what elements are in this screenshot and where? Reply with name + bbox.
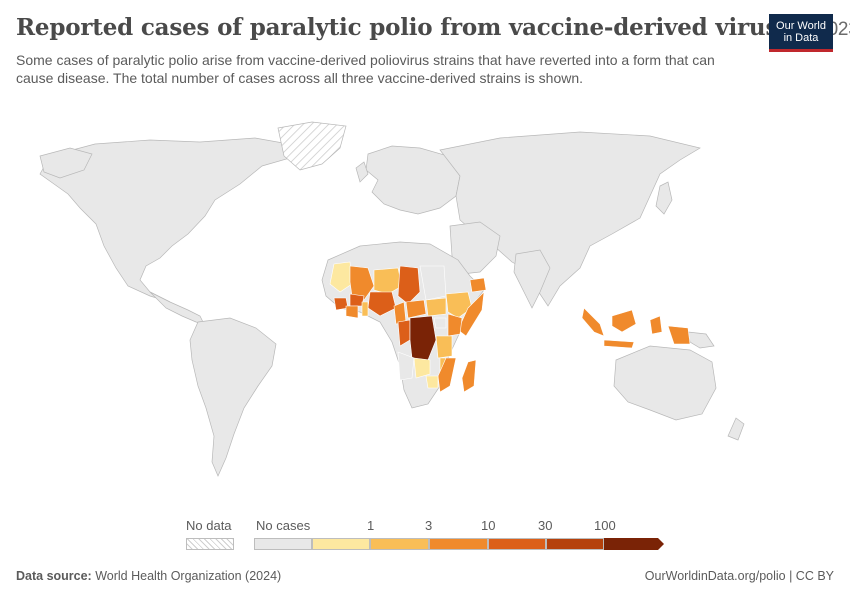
greenland[interactable] xyxy=(277,121,347,171)
data-source: Data source: World Health Organization (… xyxy=(16,569,281,583)
logo-line-1: Our World xyxy=(776,19,826,32)
country-niger[interactable] xyxy=(373,267,403,295)
legend-bin-2[interactable] xyxy=(370,538,429,550)
country-mozambique[interactable] xyxy=(437,357,457,393)
country-madagascar[interactable] xyxy=(461,359,477,393)
country-kenya[interactable] xyxy=(447,313,463,337)
country-south-sudan[interactable] xyxy=(425,297,447,317)
map-legend: No data No cases 1 3 10 30 100 xyxy=(180,516,670,556)
legend-tick-3: 3 xyxy=(425,518,433,533)
country-mauritania[interactable] xyxy=(329,261,353,293)
alaska[interactable] xyxy=(39,147,93,179)
new-zealand[interactable] xyxy=(727,417,745,441)
footer: Data source: World Health Organization (… xyxy=(16,569,834,583)
country-uganda[interactable] xyxy=(433,317,447,329)
chart-title: Reported cases of paralytic polio from v… xyxy=(16,14,850,41)
country-cote-divoire[interactable] xyxy=(345,305,359,319)
country-chad[interactable] xyxy=(397,265,421,305)
country-mali[interactable] xyxy=(349,265,375,301)
country-ethiopia[interactable] xyxy=(445,291,473,319)
country-angola[interactable] xyxy=(397,351,415,381)
data-source-label: Data source: xyxy=(16,569,92,583)
legend-tick-100: 100 xyxy=(594,518,616,533)
legend-no-data-label: No data xyxy=(186,518,232,533)
central-america[interactable] xyxy=(149,291,205,325)
legend-tick-1: 1 xyxy=(367,518,375,533)
country-yemen[interactable] xyxy=(469,277,487,293)
legend-no-cases-swatch[interactable] xyxy=(254,538,312,550)
uk[interactable] xyxy=(355,161,369,183)
south-america[interactable] xyxy=(189,317,277,477)
legend-bin-4[interactable] xyxy=(488,538,546,550)
country-nigeria[interactable] xyxy=(367,291,397,317)
papua-new-guinea[interactable] xyxy=(687,331,715,349)
country-indonesia-borneo[interactable] xyxy=(611,309,637,333)
legend-bin-1[interactable] xyxy=(312,538,370,550)
legend-no-data-swatch[interactable] xyxy=(186,538,234,550)
legend-bin-6[interactable] xyxy=(604,538,666,550)
country-indonesia-java[interactable] xyxy=(603,339,635,349)
country-zambia[interactable] xyxy=(413,357,431,379)
legend-bin-3[interactable] xyxy=(429,538,488,550)
country-tanzania[interactable] xyxy=(435,335,453,359)
japan[interactable] xyxy=(655,181,673,215)
north-america-landmass[interactable] xyxy=(39,137,301,303)
country-benin-togo[interactable] xyxy=(361,301,369,317)
country-indonesia-sulawesi[interactable] xyxy=(649,315,663,335)
europe[interactable] xyxy=(365,145,461,215)
country-zimbabwe[interactable] xyxy=(425,375,439,389)
logo-line-2: in Data xyxy=(783,31,819,44)
legend-no-cases-label: No cases xyxy=(256,518,311,533)
australia[interactable] xyxy=(613,345,717,421)
world-map[interactable] xyxy=(0,96,850,506)
country-car[interactable] xyxy=(405,299,427,319)
country-indonesia-sumatra[interactable] xyxy=(581,307,605,337)
country-indonesia-papua[interactable] xyxy=(667,325,691,345)
data-source-value: World Health Organization (2024) xyxy=(95,569,282,583)
source-url-link[interactable]: OurWorldinData.org/polio | CC BY xyxy=(644,569,834,583)
owid-logo[interactable]: Our World in Data xyxy=(769,14,833,52)
title-text: Reported cases of paralytic polio from v… xyxy=(16,14,806,41)
india[interactable] xyxy=(513,249,551,309)
legend-bin-5[interactable] xyxy=(546,538,604,550)
legend-tick-10: 10 xyxy=(481,518,496,533)
legend-tick-30: 30 xyxy=(538,518,553,533)
chart-subtitle: Some cases of paralytic polio arise from… xyxy=(16,52,715,86)
